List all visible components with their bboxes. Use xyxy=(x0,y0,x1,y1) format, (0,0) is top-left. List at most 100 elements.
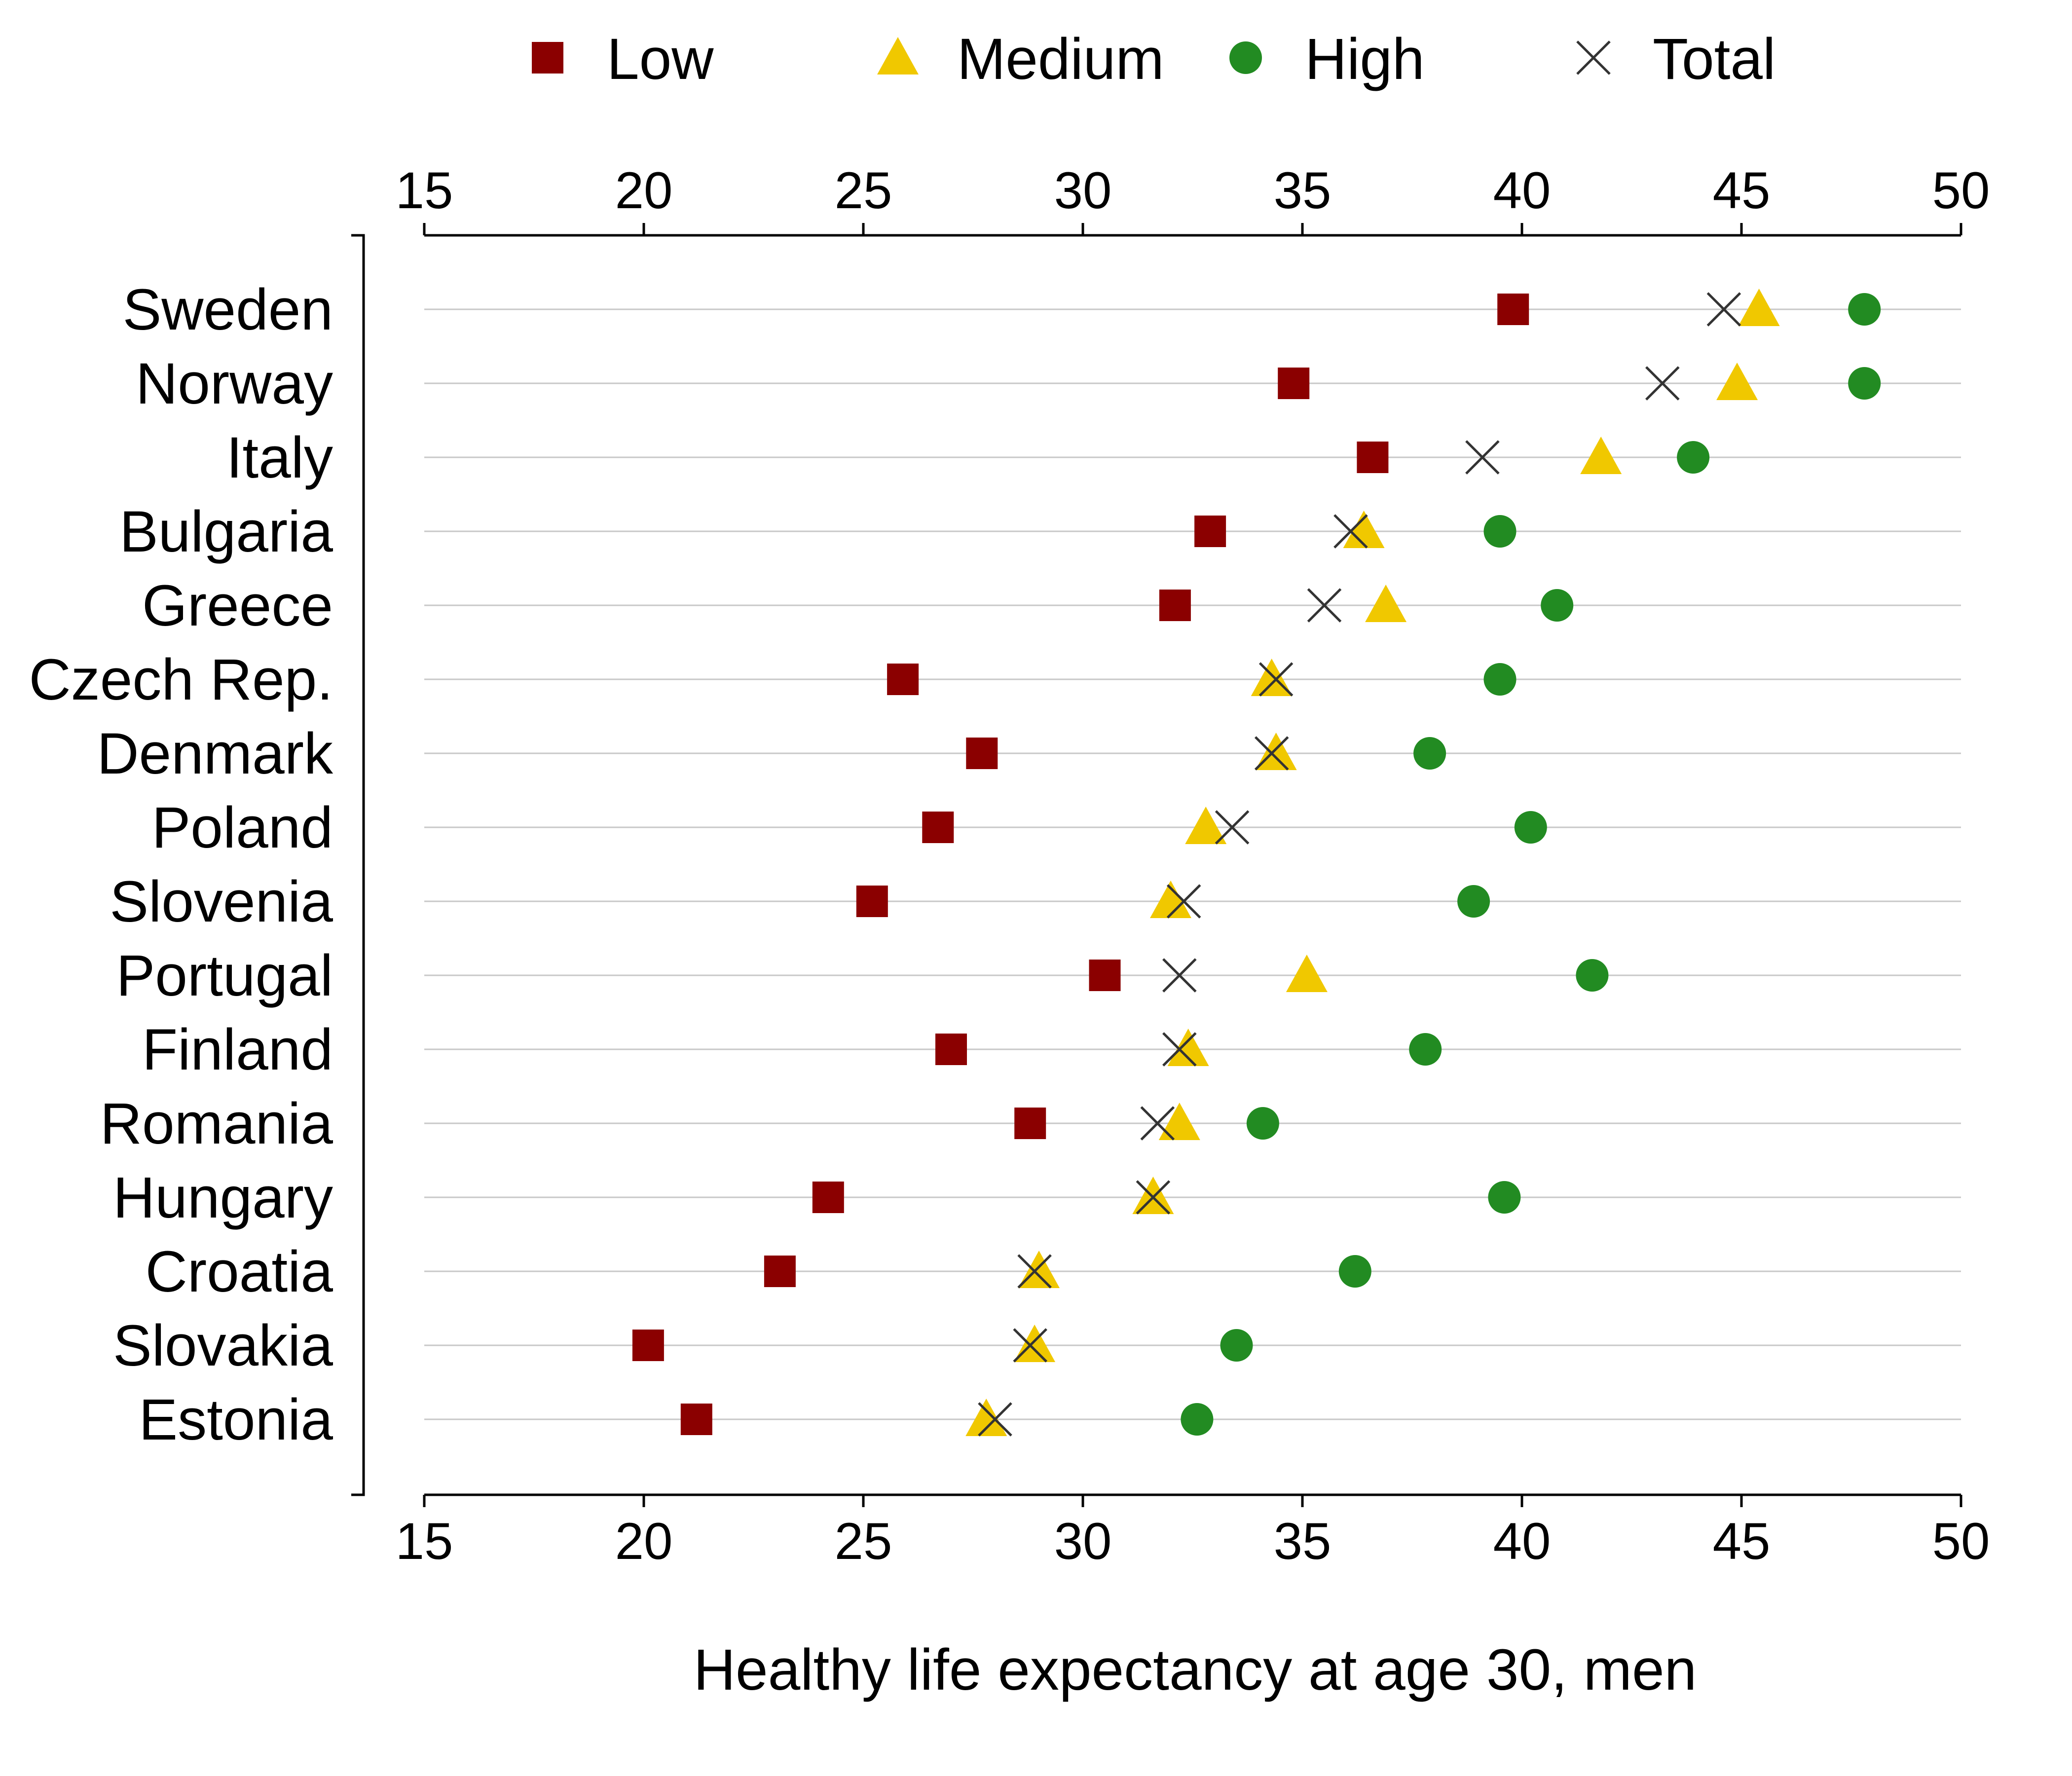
category-label: Norway xyxy=(136,351,333,416)
legend: Low Medium High Total xyxy=(532,27,1776,92)
tick-label: 45 xyxy=(1713,1513,1771,1570)
tick-label: 30 xyxy=(1054,162,1112,220)
point-high xyxy=(1576,959,1609,992)
legend-label-total: Total xyxy=(1653,27,1776,92)
point-total xyxy=(978,1402,1012,1437)
category-label: Hungary xyxy=(113,1165,333,1230)
point-low xyxy=(1159,590,1191,621)
point-total xyxy=(1465,440,1500,475)
point-high xyxy=(1541,589,1574,622)
data-marks xyxy=(632,289,1881,1437)
tick-label: 25 xyxy=(835,1513,892,1570)
point-medium xyxy=(1167,1029,1209,1066)
legend-label-medium: Medium xyxy=(957,27,1164,92)
point-total xyxy=(1017,1254,1052,1289)
tick-label: 20 xyxy=(615,1513,673,1570)
point-total xyxy=(1162,958,1197,993)
point-high xyxy=(1677,441,1710,474)
legend-marker-medium xyxy=(877,37,919,74)
tick-label: 25 xyxy=(835,162,892,220)
point-medium xyxy=(1716,363,1758,400)
point-low xyxy=(1497,294,1529,325)
point-total xyxy=(1140,1106,1175,1141)
point-high xyxy=(1338,1255,1371,1288)
tick-label: 50 xyxy=(1932,1513,1990,1570)
point-high xyxy=(1488,1181,1521,1214)
tick-label: 45 xyxy=(1713,162,1771,220)
tick-label: 40 xyxy=(1493,162,1551,220)
point-low xyxy=(922,812,954,843)
top-x-axis: 15 20 25 30 35 40 45 50 xyxy=(396,162,1990,237)
tick-label: 20 xyxy=(615,162,673,220)
point-high xyxy=(1181,1403,1214,1436)
tick-label: 50 xyxy=(1932,162,1990,220)
point-low xyxy=(856,886,888,917)
point-low xyxy=(764,1256,796,1287)
tick-label: 40 xyxy=(1493,1513,1551,1570)
point-medium xyxy=(1150,881,1191,918)
series-high xyxy=(1181,293,1881,1436)
legend-marker-low xyxy=(532,42,563,74)
point-low xyxy=(632,1330,664,1361)
legend-marker-high xyxy=(1229,41,1262,74)
legend-marker-total xyxy=(1576,40,1611,75)
point-medium xyxy=(1580,437,1622,474)
point-high xyxy=(1848,293,1881,326)
category-label: Poland xyxy=(152,795,333,860)
point-medium xyxy=(1738,289,1780,326)
point-total xyxy=(1162,1032,1197,1067)
point-medium xyxy=(1158,1103,1200,1140)
category-label: Portugal xyxy=(116,943,333,1008)
series-total xyxy=(978,292,1741,1437)
category-label: Czech Rep. xyxy=(29,647,333,712)
point-high xyxy=(1457,885,1490,918)
point-low xyxy=(1194,516,1226,547)
point-low xyxy=(1278,368,1310,399)
point-medium xyxy=(1343,511,1385,548)
point-total xyxy=(1333,514,1368,549)
point-low xyxy=(680,1404,712,1435)
bottom-x-axis: 15 20 25 30 35 40 45 50 xyxy=(396,1493,1990,1570)
point-high xyxy=(1246,1107,1279,1140)
tick-label: 15 xyxy=(396,1513,453,1570)
tick-label: 30 xyxy=(1054,1513,1112,1570)
point-medium xyxy=(1132,1177,1174,1214)
tick-label: 35 xyxy=(1274,162,1332,220)
point-total xyxy=(1254,736,1289,771)
point-low xyxy=(935,1034,967,1065)
tick-label: 15 xyxy=(396,162,453,220)
point-high xyxy=(1483,515,1517,548)
legend-label-low: Low xyxy=(607,27,714,92)
category-label: Romania xyxy=(100,1091,333,1156)
category-label: Slovakia xyxy=(113,1313,333,1378)
point-total xyxy=(1706,292,1741,327)
point-low xyxy=(812,1182,844,1213)
tick-label: 35 xyxy=(1274,1513,1332,1570)
point-low xyxy=(1089,960,1121,991)
category-label: Denmark xyxy=(97,721,333,786)
category-label: Sweden xyxy=(123,277,333,342)
gridlines xyxy=(424,308,1961,1420)
point-high xyxy=(1483,663,1517,696)
category-label: Bulgaria xyxy=(119,499,333,564)
category-label: Italy xyxy=(226,425,333,490)
point-high xyxy=(1409,1033,1442,1066)
category-label: Estonia xyxy=(139,1387,333,1452)
point-high xyxy=(1220,1329,1253,1362)
series-low xyxy=(632,294,1529,1435)
category-label: Finland xyxy=(142,1017,333,1082)
category-label: Greece xyxy=(142,573,333,638)
point-low xyxy=(1357,442,1389,473)
point-total xyxy=(1215,810,1250,845)
point-total xyxy=(1645,366,1680,401)
point-high xyxy=(1848,367,1881,400)
point-medium xyxy=(1286,955,1328,992)
category-label: Croatia xyxy=(146,1239,333,1304)
point-total xyxy=(1013,1328,1047,1363)
x-axis-title: Healthy life expectancy at age 30, men xyxy=(694,1637,1697,1702)
y-axis: Sweden Norway Italy Bulgaria Greece Czech Rep… xyxy=(29,234,365,1496)
y-axis-line xyxy=(351,234,365,1496)
point-low xyxy=(1014,1108,1046,1139)
point-total xyxy=(1166,884,1201,919)
